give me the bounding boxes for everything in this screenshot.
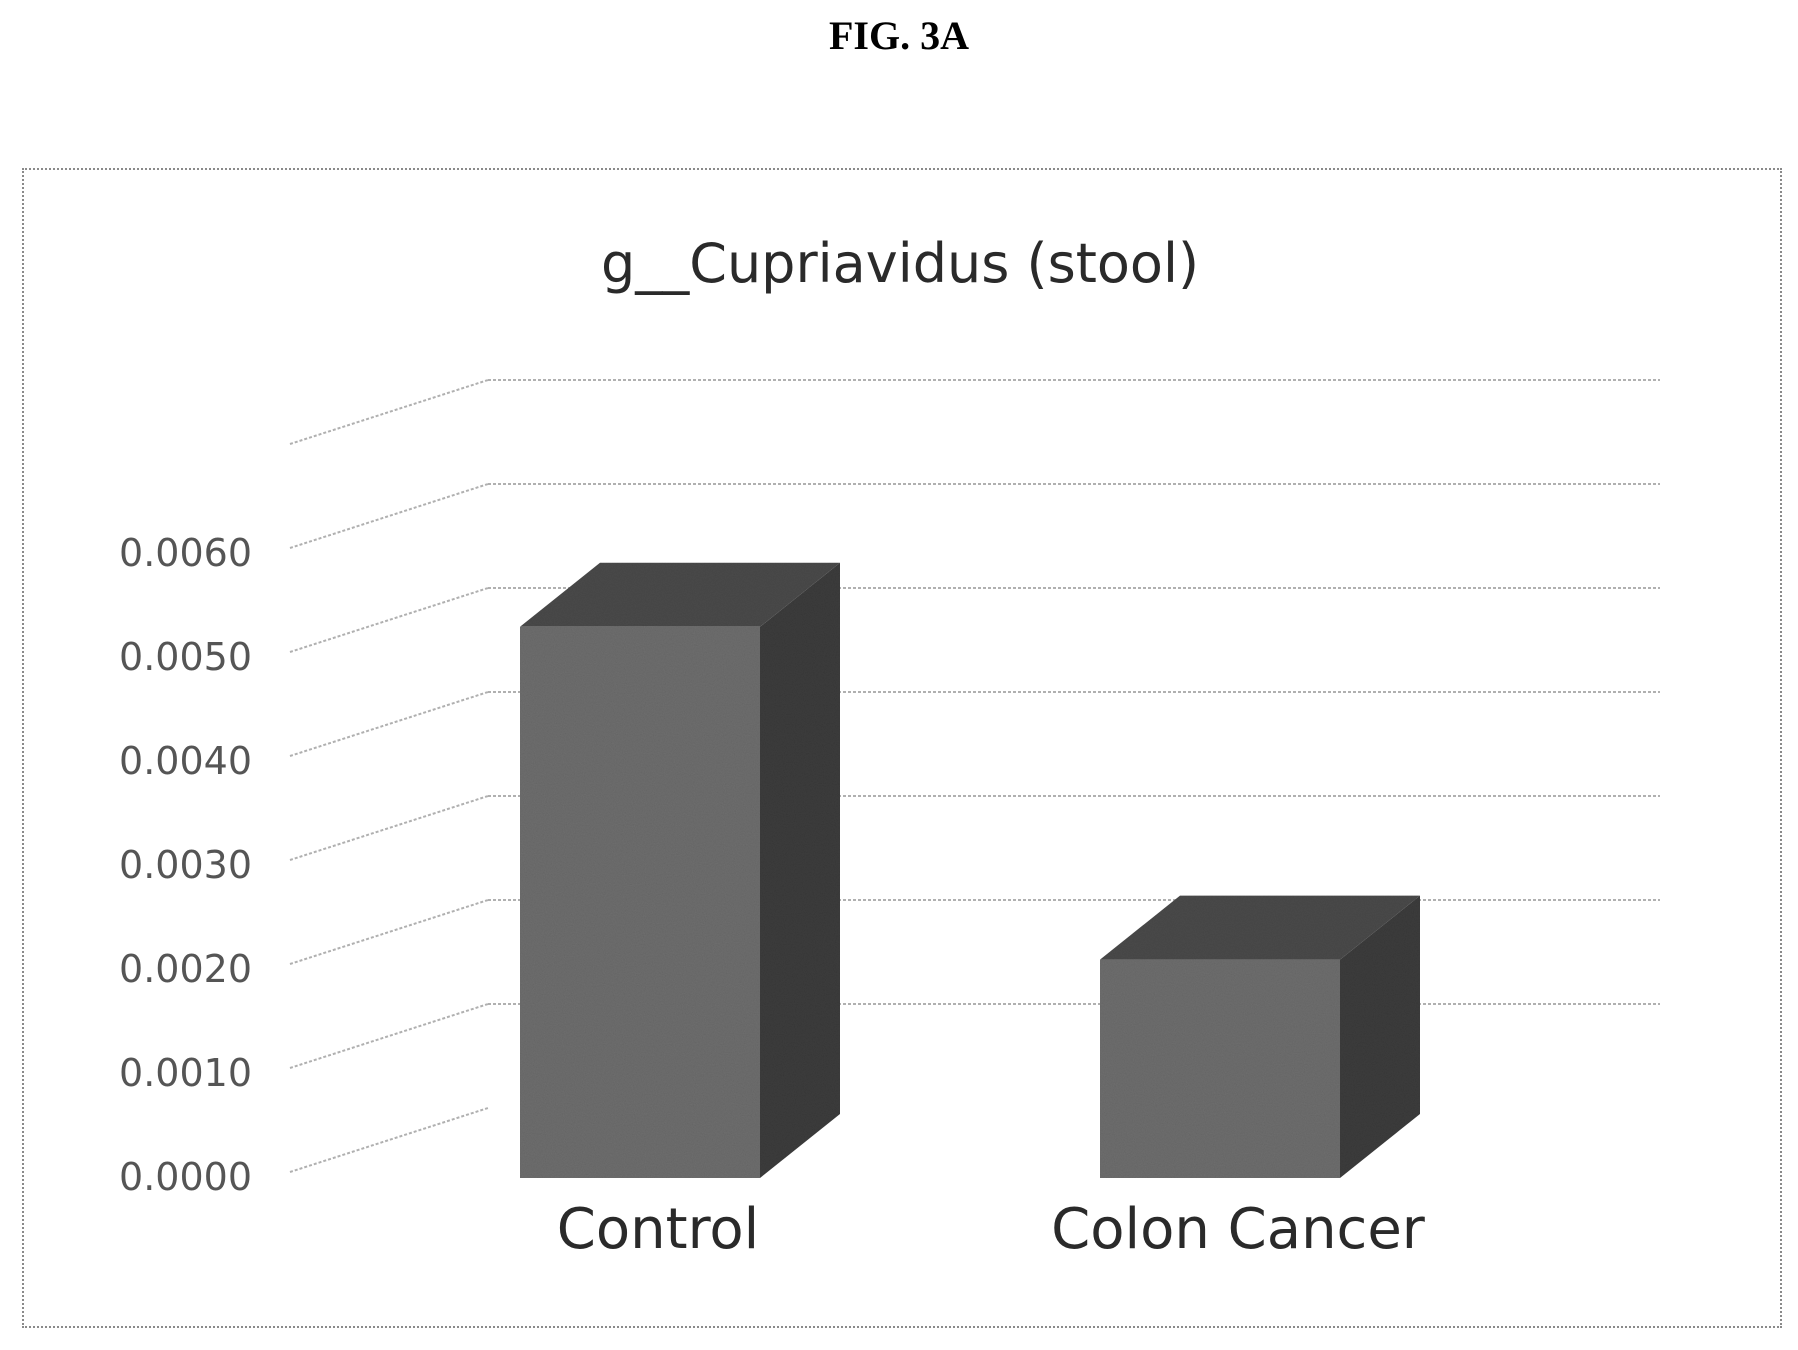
y-axis-tick-labels: 0.0000 0.0010 0.0020 0.0030 0.0040 0.0050 0.00… bbox=[119, 531, 252, 1199]
y-tick-label: 0.0050 bbox=[119, 635, 252, 679]
bar bbox=[1100, 895, 1420, 1178]
bar-front-face bbox=[1100, 959, 1340, 1178]
chart-title: g__Cupriavidus (stool) bbox=[601, 232, 1199, 295]
grid-line-diagonal bbox=[289, 795, 489, 861]
grid-line-diagonal bbox=[289, 1107, 489, 1173]
bar-side-face bbox=[760, 562, 840, 1178]
x-tick-label: Control bbox=[557, 1197, 759, 1262]
bar-front-face bbox=[520, 626, 760, 1178]
y-tick-label: 0.0030 bbox=[119, 843, 252, 887]
y-tick-label: 0.0010 bbox=[119, 1051, 252, 1095]
grid-line-diagonal bbox=[289, 379, 489, 445]
y-tick-label: 0.0020 bbox=[119, 947, 252, 991]
bar-top-face bbox=[1100, 895, 1420, 960]
grid-lines bbox=[289, 379, 1660, 1173]
grid-line-diagonal bbox=[289, 1003, 489, 1069]
bar-side-face bbox=[1340, 895, 1420, 1178]
bar-top-face bbox=[520, 562, 840, 627]
bar bbox=[520, 562, 840, 1178]
grid-line-diagonal bbox=[289, 483, 489, 549]
grid-line-diagonal bbox=[289, 691, 489, 757]
grid-line-diagonal bbox=[289, 587, 489, 653]
figure-label: FIG. 3A bbox=[829, 13, 969, 58]
chart-frame bbox=[22, 168, 1782, 1328]
y-tick-label: 0.0060 bbox=[119, 531, 252, 575]
x-axis-tick-labels: Control Colon Cancer bbox=[557, 1197, 1426, 1262]
y-tick-label: 0.0000 bbox=[119, 1155, 252, 1199]
y-tick-label: 0.0040 bbox=[119, 739, 252, 783]
bars bbox=[520, 562, 1420, 1178]
x-tick-label: Colon Cancer bbox=[1051, 1197, 1426, 1262]
grid-line-diagonal bbox=[289, 899, 489, 965]
